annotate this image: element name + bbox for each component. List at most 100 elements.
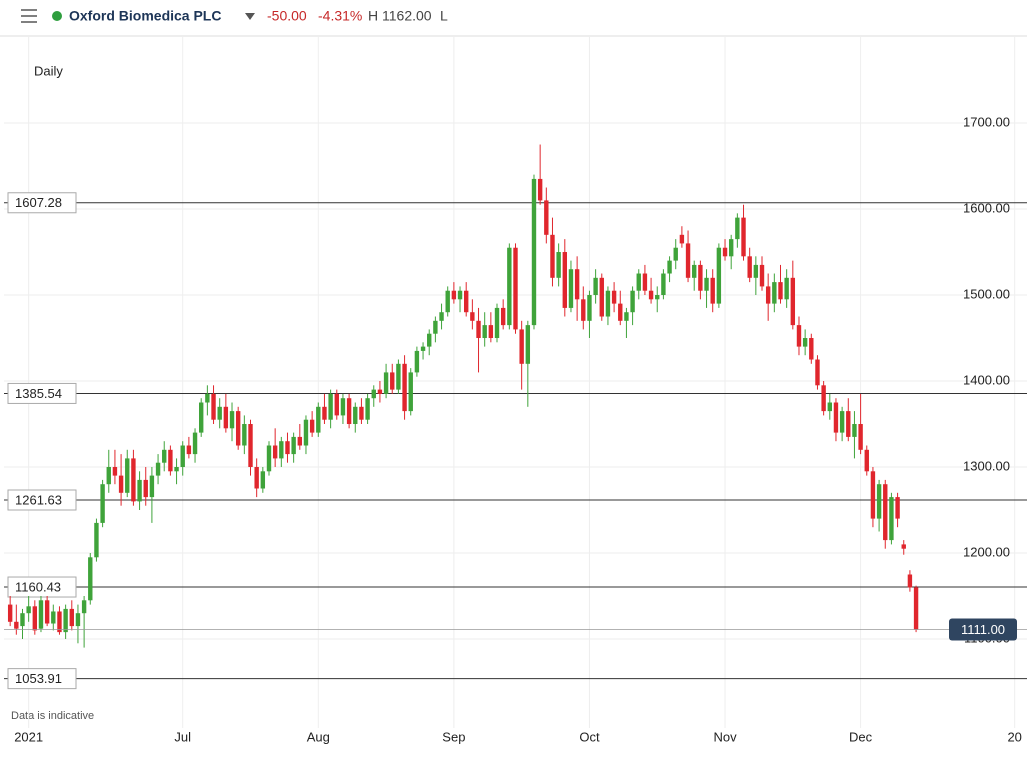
candle-body (57, 611, 62, 633)
level-label-box (7, 668, 77, 690)
menu-icon[interactable] (21, 9, 37, 23)
candle-body (260, 471, 266, 489)
y-tick-label: 1600.00 (963, 200, 1010, 215)
candle-body (685, 243, 691, 278)
candle-body (69, 608, 74, 627)
candle-body (396, 363, 401, 390)
candle-body (38, 600, 44, 629)
candle-body (728, 239, 734, 257)
candle-body (7, 604, 13, 622)
candle-body (390, 372, 395, 390)
candle-body (229, 411, 235, 429)
candle-body (371, 389, 376, 399)
candle-body (735, 217, 740, 240)
candle-body (217, 406, 222, 420)
low: L (440, 8, 448, 24)
candle-body (901, 544, 906, 549)
candle-body (223, 406, 229, 429)
level-label-box (7, 382, 77, 404)
candle-body (106, 467, 111, 485)
candle-body (655, 295, 660, 300)
candle-body (618, 303, 623, 321)
candle-body (765, 286, 771, 304)
candle-body (839, 411, 845, 433)
candle-body (476, 320, 481, 339)
dropdown-arrow[interactable] (245, 13, 255, 20)
candle-body (574, 269, 580, 300)
candle-body (75, 613, 81, 627)
candle-body (494, 307, 500, 339)
candle-body (661, 273, 666, 296)
x-tick-label: Dec (849, 729, 873, 744)
candle-body (414, 350, 420, 373)
candle-body (322, 406, 327, 420)
candle-body (624, 312, 629, 321)
candle-body (759, 264, 765, 287)
last-price-badge (949, 618, 1017, 641)
candle-body (131, 458, 136, 502)
candle-body (346, 398, 352, 425)
candle-body (630, 290, 635, 313)
candle-body (605, 290, 611, 317)
high: H 1162.00 (368, 8, 432, 24)
level-label: 1261.63 (15, 492, 62, 507)
candle-body (359, 406, 364, 420)
candle-body (513, 247, 518, 330)
candle-body (821, 385, 826, 412)
candle-body (796, 325, 802, 347)
candle-body (309, 419, 315, 433)
last-price-label: 1111.00 (961, 622, 1005, 637)
candle-body (581, 299, 586, 321)
candle-body (500, 307, 506, 326)
candle-body (279, 441, 284, 459)
candle-body (778, 282, 783, 300)
level-label-box (7, 192, 77, 214)
candle-body (482, 325, 487, 339)
candle-body (149, 475, 155, 498)
candle-body (118, 475, 124, 493)
candle-body (790, 277, 796, 326)
candle-body (174, 467, 179, 472)
candle-body (162, 449, 167, 463)
instrument-name[interactable]: Oxford Biomedica PLC (69, 8, 221, 24)
candle-body (846, 411, 851, 437)
candle-body (125, 458, 130, 493)
level-label: 1160.43 (15, 579, 61, 594)
candle-body (186, 445, 192, 455)
level-label-box (7, 489, 77, 511)
x-tick-label: 20 (1007, 729, 1021, 744)
note: Data is indicative (11, 710, 94, 722)
level-label: 1053.91 (15, 671, 62, 686)
candle-body (537, 178, 543, 201)
candle-body (667, 260, 672, 274)
candle-body (254, 467, 259, 489)
candle-body (852, 424, 857, 437)
candle-body (599, 277, 604, 317)
candle-body (698, 264, 703, 291)
candle-body (26, 606, 31, 614)
candle-body (211, 393, 216, 420)
candle-body (833, 402, 839, 433)
candle-body (285, 441, 290, 455)
x-tick-label: 2021 (14, 729, 43, 744)
candle-body (137, 479, 142, 502)
change-pct: -4.31% (318, 8, 362, 24)
interval: Daily (34, 63, 63, 78)
candle-body (809, 338, 814, 360)
candle-body (192, 432, 198, 455)
candle-body (205, 393, 210, 403)
candle-body (876, 484, 882, 519)
candle-body (864, 449, 869, 472)
y-tick-label: 1300.00 (963, 458, 1010, 473)
candle-body (827, 402, 832, 412)
candle-body (14, 621, 19, 629)
candle-body (531, 178, 537, 326)
candle-body (889, 497, 894, 541)
level-label-box (7, 576, 77, 598)
candle-body (636, 273, 641, 291)
candle-body (242, 424, 247, 446)
candle-body (51, 611, 56, 624)
candle-body (611, 290, 617, 304)
